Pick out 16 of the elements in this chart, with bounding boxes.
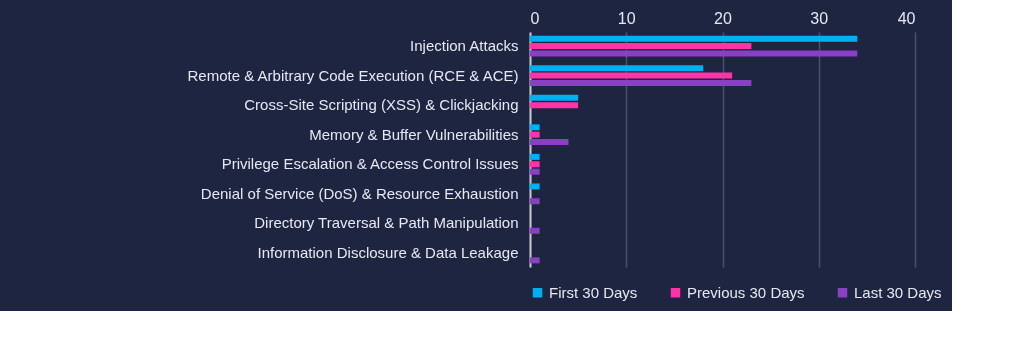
y-tick-label: Denial of Service (DoS) & Resource Exhaustion	[200, 184, 519, 202]
legend-label: First 30 Days	[549, 283, 638, 301]
y-tick-label: Privilege Escalation & Access Control Issues	[221, 155, 519, 173]
y-tick-label: Information Disclosure & Data Leakage	[257, 243, 519, 261]
y-tick-label: Injection Attacks	[410, 37, 519, 55]
y-tick-label: Directory Traversal & Path Manipulation	[254, 214, 519, 232]
x-tick-label: 30	[810, 9, 829, 27]
y-tick-label: Cross-Site Scripting (XSS) & Clickjacking	[244, 96, 519, 114]
legend-label: Last 30 Days	[854, 283, 942, 301]
x-tick-label: 0	[530, 9, 540, 27]
legend-label: Previous 30 Days	[687, 283, 805, 301]
y-tick-label: Memory & Buffer Vulnerabilities	[309, 125, 519, 143]
x-tick-label: 10	[617, 9, 636, 27]
y-tick-label: Remote & Arbitrary Code Execution (RCE & ACE)	[187, 66, 519, 84]
x-tick-label: 20	[714, 9, 732, 27]
x-tick-label: 40	[897, 9, 916, 27]
